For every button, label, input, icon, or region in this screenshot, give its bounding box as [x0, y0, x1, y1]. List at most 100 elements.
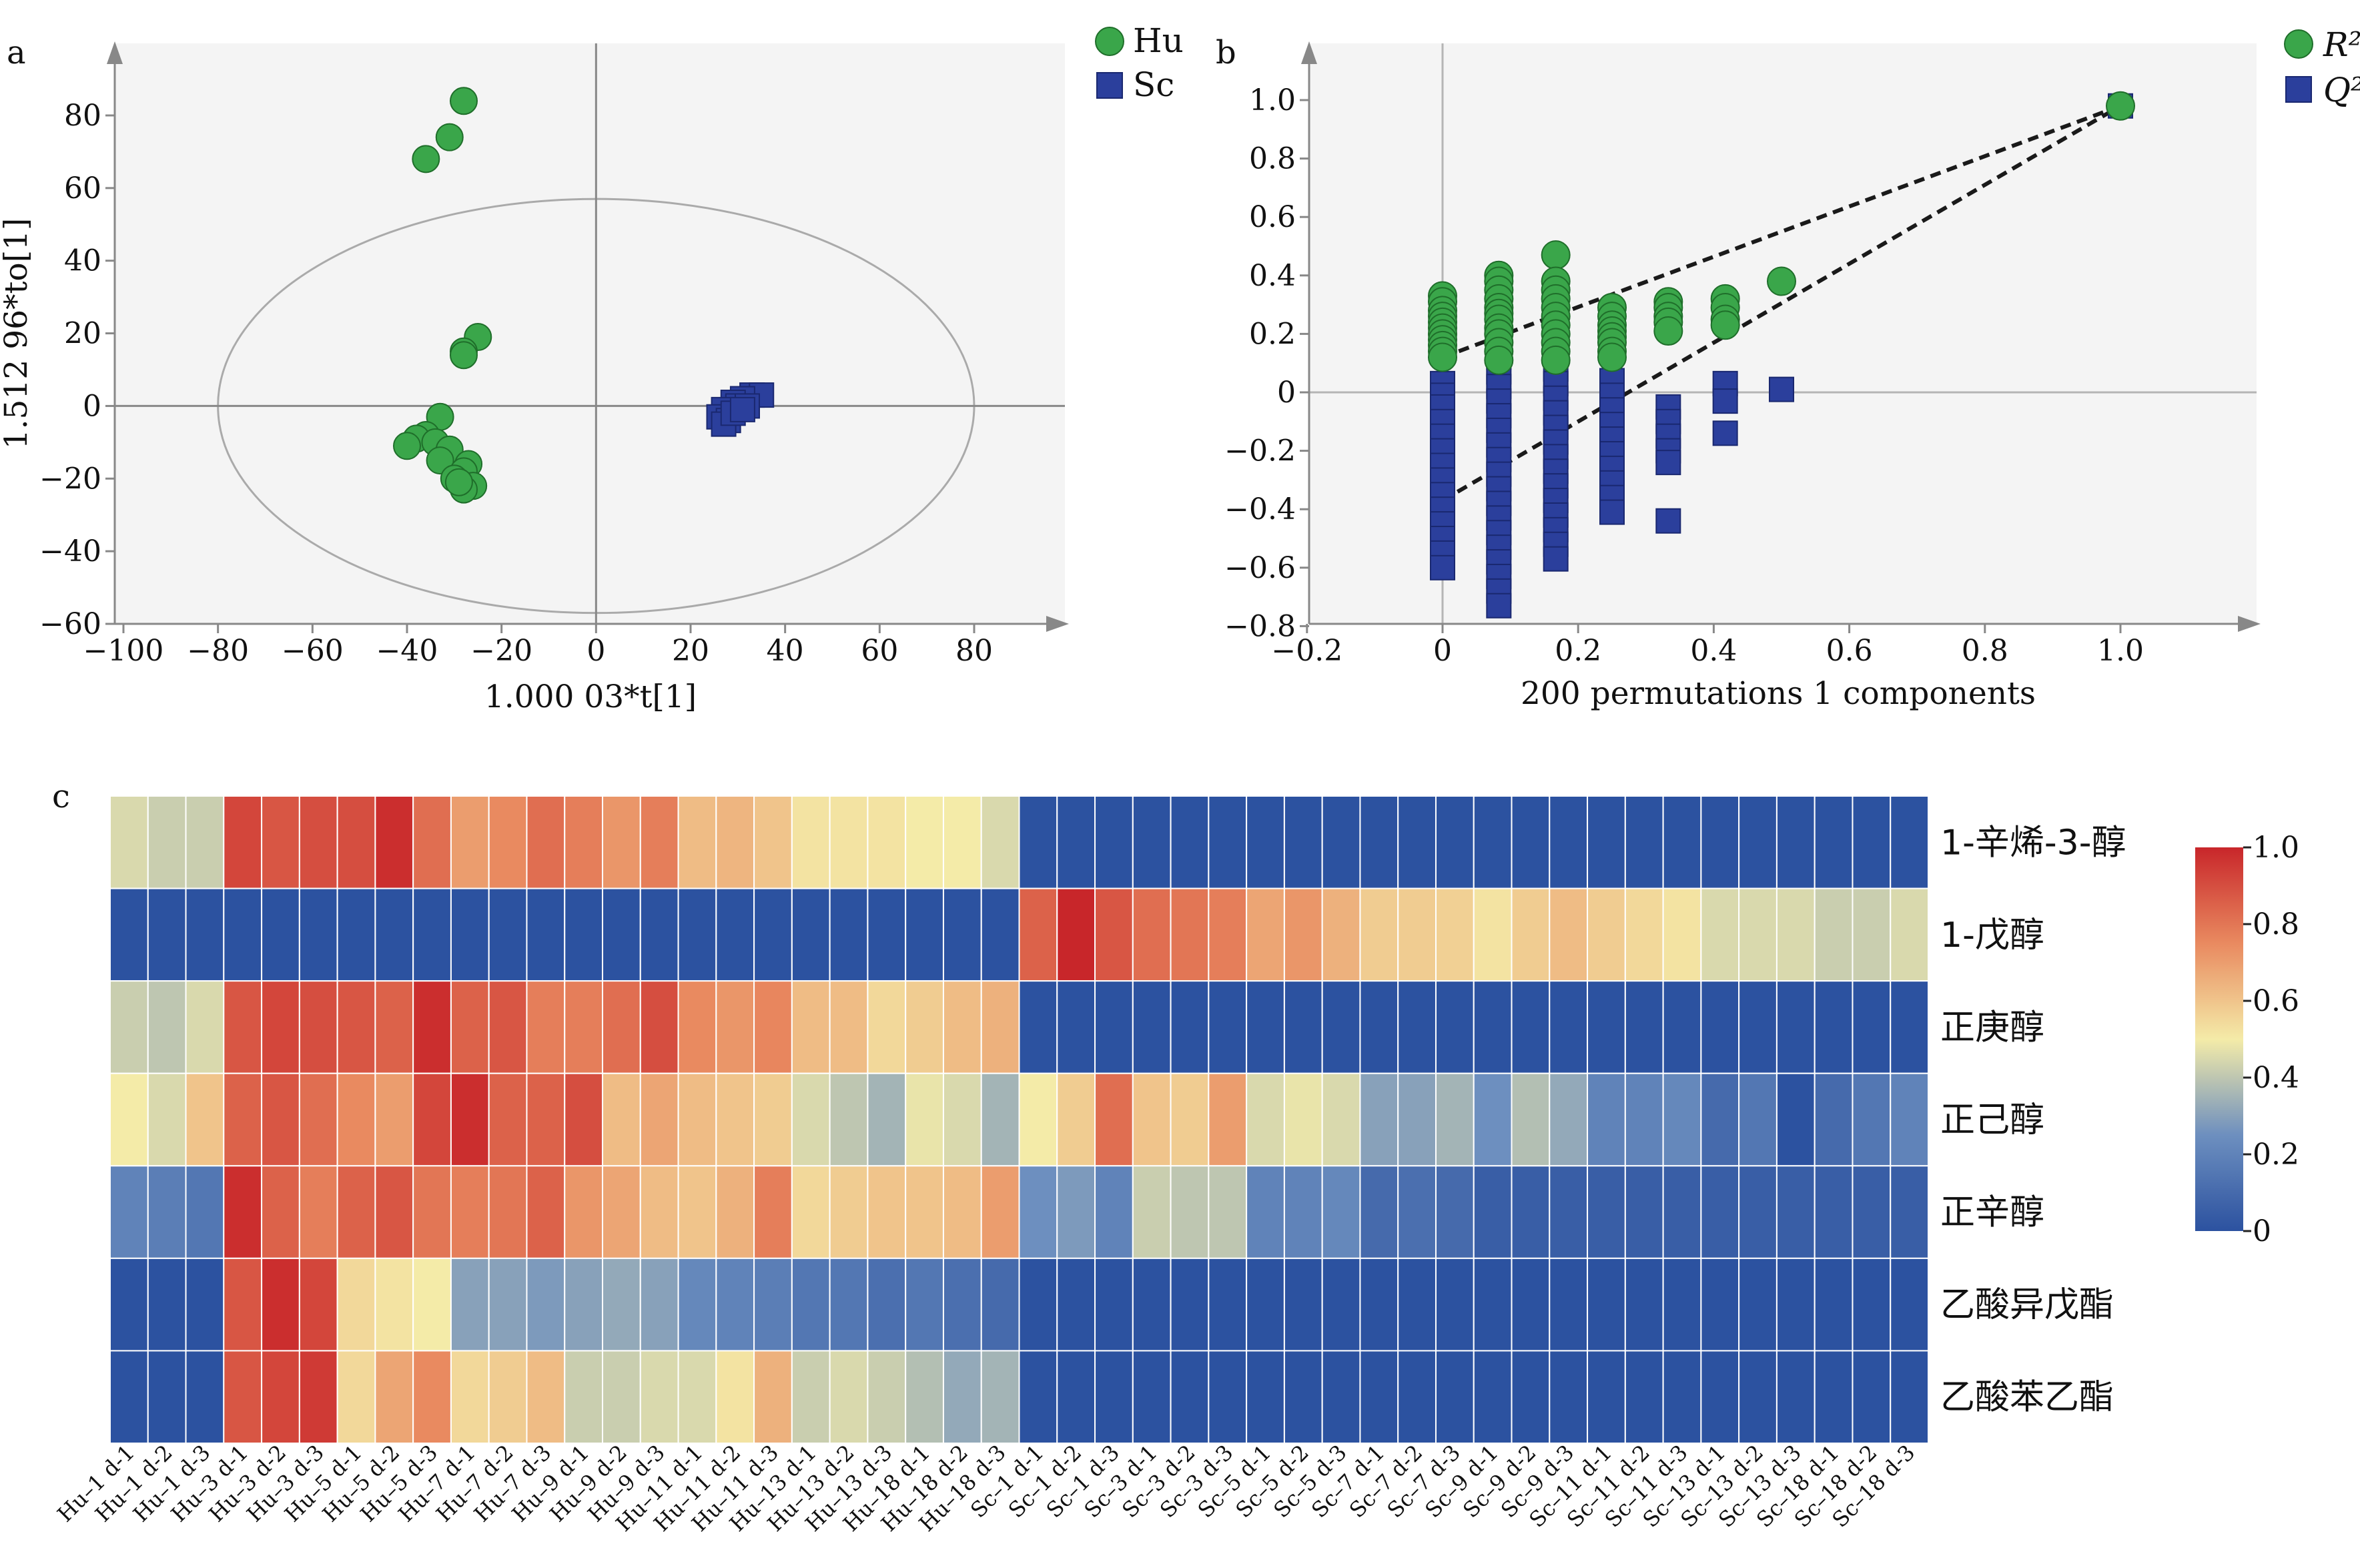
heatmap-cell: [1246, 1165, 1285, 1259]
heatmap-cell: [412, 887, 452, 982]
heatmap-cell: [715, 1072, 755, 1167]
heatmap-cell: [488, 980, 528, 1074]
heatmap-cell: [753, 1350, 793, 1445]
heatmap-cell: [223, 887, 263, 982]
heatmap-cell: [1662, 887, 1702, 982]
heatmap-cell: [1056, 980, 1096, 1074]
legend-label-sc: Sc: [1133, 65, 1174, 104]
data-point-q2: [1599, 499, 1625, 525]
heatmap-cell: [1852, 1165, 1892, 1259]
y-tick-label: −60: [39, 607, 101, 641]
colorbar-tick-label: 0.4: [2253, 1061, 2299, 1095]
heatmap-cell: [1852, 887, 1892, 982]
x-axis-label: 1.000 03*t[1]: [484, 679, 697, 715]
heatmap-cell: [1814, 887, 1854, 982]
heatmap-cell: [1435, 1165, 1475, 1259]
heatmap-cell: [1700, 1165, 1740, 1259]
heatmap-cell: [753, 1165, 793, 1259]
heatmap-cell: [1549, 887, 1589, 982]
heatmap-cell: [867, 795, 907, 889]
heatmap-cell: [791, 1350, 831, 1445]
x-tick-label: −40: [376, 634, 438, 668]
heatmap-cell: [980, 980, 1020, 1074]
heatmap-cell: [261, 1072, 300, 1167]
heatmap-cell: [1132, 1257, 1172, 1352]
heatmap-cell: [185, 980, 225, 1074]
heatmap-cell: [1776, 980, 1816, 1074]
heatmap-cell: [109, 1072, 149, 1167]
heatmap-cell: [185, 795, 225, 889]
heatmap-cell: [488, 1257, 528, 1352]
x-tick-label: −20: [470, 634, 532, 668]
heatmap-cell: [980, 1072, 1020, 1167]
heatmap-cell: [602, 1257, 641, 1352]
heatmap-cell: [374, 887, 414, 982]
heatmap-cell: [1511, 1072, 1551, 1167]
x-axis-arrow: [1046, 616, 1069, 632]
heatmap-cell: [1738, 1165, 1778, 1259]
data-point-r2: [1484, 345, 1514, 375]
heatmap-cell: [1473, 1072, 1513, 1167]
heatmap-cell: [1359, 1257, 1399, 1352]
heatmap-cell: [1359, 1165, 1399, 1259]
heatmap-cell: [639, 1350, 679, 1445]
heatmap-cell: [942, 980, 982, 1074]
heatmap-cell: [1018, 980, 1058, 1074]
legend-marker-r2: [2284, 29, 2313, 59]
heatmap-cell: [1321, 1350, 1361, 1445]
heatmap-cell: [1094, 795, 1134, 889]
heatmap-cell: [336, 1165, 376, 1259]
heatmap-cell: [1624, 1072, 1664, 1167]
heatmap-cell: [1359, 980, 1399, 1074]
heatmap-cell: [185, 1165, 225, 1259]
heatmap-cell: [1549, 1165, 1589, 1259]
heatmap-cell: [564, 1257, 604, 1352]
x-axis-label: 200 permutations 1 components: [1521, 675, 2036, 712]
heatmap-cell: [564, 887, 604, 982]
heatmap-cell: [791, 795, 831, 889]
row-label: 正辛醇: [1940, 1193, 2044, 1233]
heatmap-cell: [1776, 1165, 1816, 1259]
heatmap-cell: [1397, 1257, 1437, 1352]
heatmap-cell: [677, 1165, 717, 1259]
heatmap-cell: [677, 887, 717, 982]
heatmap-cell: [564, 1072, 604, 1167]
heatmap-cell: [1132, 1350, 1172, 1445]
heatmap-cell: [1018, 1257, 1058, 1352]
heatmap-cell: [1435, 1072, 1475, 1167]
heatmap-cell: [1852, 1072, 1892, 1167]
data-point-hu: [393, 432, 421, 460]
heatmap-cell: [1700, 1072, 1740, 1167]
heatmap-cell: [1890, 887, 1930, 982]
heatmap-cell: [1435, 980, 1475, 1074]
heatmap-cell: [223, 1350, 263, 1445]
data-point-hu: [444, 468, 473, 496]
row-label: 正己醇: [1940, 1100, 2044, 1140]
heatmap-cell: [1511, 887, 1551, 982]
heatmap-cell: [1132, 795, 1172, 889]
heatmap-cell: [829, 1257, 869, 1352]
heatmap-cell: [412, 1350, 452, 1445]
heatmap-cell: [980, 1165, 1020, 1259]
heatmap-cell: [1359, 1350, 1399, 1445]
heatmap-cell: [450, 1165, 490, 1259]
heatmap-cell: [1359, 1072, 1399, 1167]
heatmap-cell: [1700, 795, 1740, 889]
heatmap-cell: [1814, 1257, 1854, 1352]
data-point-r2: [1541, 240, 1571, 270]
heatmap-cell: [1700, 887, 1740, 982]
y-tick-label: −0.4: [1224, 492, 1296, 526]
heatmap-cell: [488, 887, 528, 982]
data-point-r2: [1653, 316, 1683, 346]
data-point-q2: [1430, 554, 1455, 580]
heatmap-cell: [1359, 887, 1399, 982]
plot-b-background: [1309, 43, 2257, 624]
heatmap-cell: [1587, 1165, 1626, 1259]
heatmap-cell: [147, 887, 187, 982]
x-tick-label: −60: [282, 634, 344, 668]
heatmap-cell: [715, 1165, 755, 1259]
heatmap-cell: [1283, 795, 1323, 889]
legend-label-hu: Hu: [1133, 21, 1184, 60]
heatmap-cell: [374, 795, 414, 889]
heatmap-cell: [374, 1165, 414, 1259]
